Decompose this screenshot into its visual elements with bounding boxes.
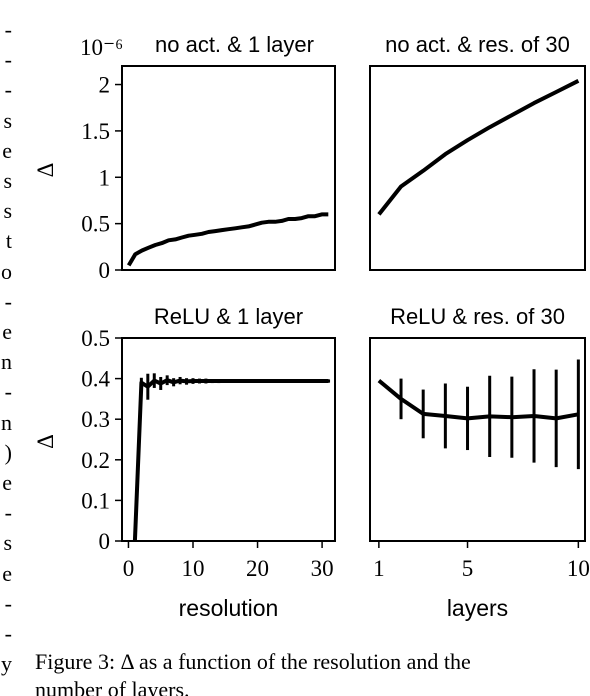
margin-fragment: - <box>4 288 12 314</box>
y-tick-label: 0.4 <box>81 367 110 392</box>
plot-frame <box>121 337 336 542</box>
x-tick-label: 20 <box>246 556 269 581</box>
margin-fragment: - <box>4 590 12 616</box>
y-axis-label: Δ <box>33 163 58 178</box>
chart-panel-4: ReLU & res. of 30 1 5 10 layers <box>369 304 590 621</box>
chart-title: no act. & res. of 30 <box>385 32 570 57</box>
x-tick-label: 10 <box>567 556 590 581</box>
margin-fragment: s <box>3 107 12 133</box>
margin-fragment: s <box>3 168 12 193</box>
margin-fragment: e <box>2 560 12 586</box>
chart-panel-2: no act. & res. of 30 <box>369 32 586 271</box>
margin-fragment: s <box>3 198 12 224</box>
margin-fragment: e <box>2 470 12 495</box>
margin-fragment: - <box>4 621 12 646</box>
series-line <box>377 379 579 421</box>
series-line <box>132 378 329 542</box>
y-tick-label: 0.5 <box>81 212 110 237</box>
y-tick-label: 0.5 <box>81 326 110 351</box>
margin-fragment: y <box>1 651 12 677</box>
scale-label: 10⁻⁶ <box>80 35 123 60</box>
series-line <box>377 79 580 216</box>
y-tick-label: 0.2 <box>81 448 110 473</box>
margin-fragment: - <box>4 77 12 103</box>
x-tick-label: 5 <box>462 556 474 581</box>
chart-title: no act. & 1 layer <box>155 32 314 57</box>
x-axis-label: layers <box>447 595 508 621</box>
y-tick-label: 1.5 <box>81 119 110 144</box>
margin-fragment: o <box>1 258 12 284</box>
y-tick-label: 1 <box>99 165 111 190</box>
margin-fragment: - <box>4 500 12 526</box>
series-line <box>126 212 329 267</box>
y-tick-label: 2 <box>99 73 111 98</box>
margin-fragment: e <box>2 319 12 344</box>
x-tick-label: 10 <box>182 556 205 581</box>
y-tick-label: 0 <box>99 258 111 283</box>
y-tick-label: 0.3 <box>81 407 110 432</box>
x-axis-label: resolution <box>179 595 279 621</box>
margin-fragment: n <box>1 409 12 435</box>
left-margin-text: - - - s e s s t o - e n - n) e - s e - - y <box>0 0 12 696</box>
x-tick-label: 30 <box>311 556 334 581</box>
margin-fragment: t <box>5 228 12 254</box>
margin-fragment: - <box>4 17 12 42</box>
plot-frame <box>121 65 336 271</box>
chart-title: ReLU & res. of 30 <box>390 304 565 329</box>
chart-panel-3: ReLU & 1 layer 0 0.1 0.2 0.3 0.4 0.5 0 10 20 30 Δre… <box>33 304 336 621</box>
margin-fragment: n <box>1 349 12 375</box>
x-tick-label: 1 <box>373 556 385 581</box>
x-tick-label: 0 <box>123 556 135 581</box>
caption-line-2: number of layers. <box>35 677 190 696</box>
plot-frame <box>369 65 586 271</box>
margin-fragment: s <box>3 530 12 556</box>
plot-frame <box>369 337 586 542</box>
chart-title: ReLU & 1 layer <box>154 304 303 329</box>
figure-caption: Figure 3: Δ as a function of the resolut… <box>35 648 590 696</box>
chart-panel-1: no act. & 1 layer 10⁻⁶ 0 0.5 1 1.5 2 Δ <box>33 32 336 283</box>
y-axis-label: Δ <box>33 434 58 449</box>
margin-fragment: - <box>4 379 12 405</box>
margin-fragment: - <box>4 47 12 73</box>
y-tick-label: 0 <box>99 529 111 554</box>
margin-fragment: ) <box>4 439 12 465</box>
caption-line-1: Figure 3: Δ as a function of the resolut… <box>35 649 471 674</box>
figure-3: no act. & 1 layer 10⁻⁶ 0 0.5 1 1.5 2 Δno act. &… <box>33 32 590 621</box>
y-tick-label: 0.1 <box>81 488 110 513</box>
margin-fragment: e <box>2 137 12 163</box>
